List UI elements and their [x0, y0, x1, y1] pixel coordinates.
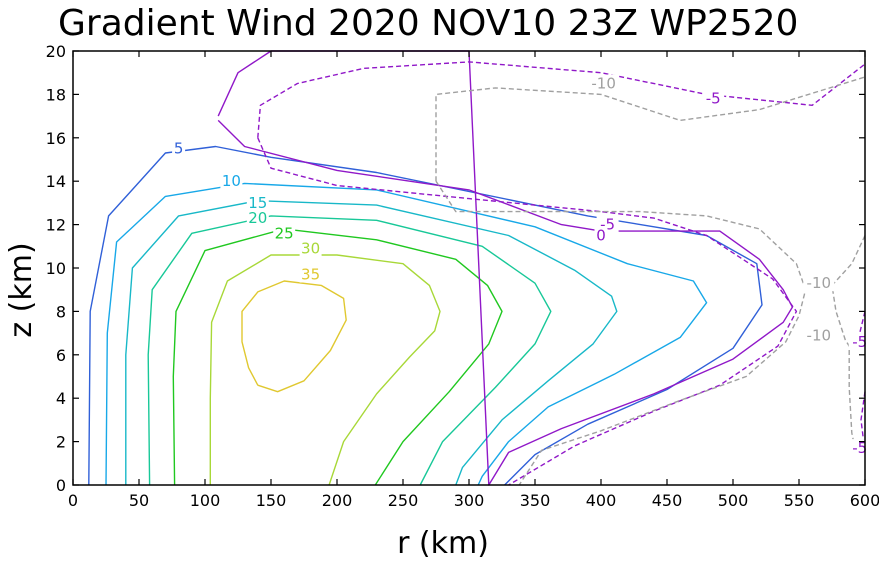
contour-line-neg5-8: [257, 61, 866, 138]
contour-label-text: 35: [301, 266, 320, 284]
contour-label-text: -10: [807, 326, 832, 344]
contour-label-bg: [172, 139, 186, 157]
contour-label-text: -10: [807, 274, 832, 292]
contour-label-text: 30: [301, 239, 320, 257]
y-tick-label: 20: [46, 42, 66, 61]
contour-line-30-1: [209, 254, 441, 486]
axis-ticks: 0 50 100 150 200 250 300 350 400 450 500 550 6000246…: [46, 42, 879, 510]
contour-label-bg: [273, 224, 296, 242]
y-tick-label: 12: [46, 216, 66, 235]
x-tick-label: 150: [256, 491, 287, 510]
y-tick-label: 18: [46, 85, 66, 104]
x-tick-label: 200: [322, 491, 353, 510]
contour-label-text: 15: [248, 194, 267, 212]
x-tick-label: 300: [454, 491, 485, 510]
contour-label-bg: [246, 193, 269, 211]
contour-line-10-5: [105, 182, 708, 486]
x-tick-label: 550: [784, 491, 815, 510]
y-tick-label: 2: [56, 433, 66, 452]
y-axis-label: z (km): [4, 242, 39, 337]
contour-label-text: -10: [591, 75, 616, 93]
y-tick-label: 6: [56, 346, 66, 365]
contour-label-bg: [803, 326, 835, 344]
contour-label-1: 10: [220, 172, 243, 190]
contour-line-25-2: [172, 228, 503, 486]
contour-line-neg5-9: [257, 137, 798, 486]
x-tick-label: 400: [586, 491, 617, 510]
contour-label-7: -10: [588, 74, 620, 93]
y-tick-label: 10: [46, 259, 66, 278]
contour-label-text: 10: [222, 172, 241, 190]
contour-label-12: -10: [803, 326, 835, 344]
x-tick-label: 500: [718, 491, 749, 510]
contour-line-5-6: [88, 145, 763, 486]
y-tick-label: 0: [56, 476, 66, 495]
contour-label-5: 30: [299, 239, 322, 257]
contour-label-11: -10: [803, 274, 835, 292]
x-axis-label: r (km): [397, 526, 489, 561]
contour-label-bg: [702, 89, 725, 107]
contour-label-text: 0: [596, 226, 606, 244]
contour-label-bg: [299, 239, 322, 257]
contour-label-text: 20: [248, 209, 267, 227]
x-tick-label: 450: [652, 491, 683, 510]
chart-title: Gradient Wind 2020 NOV10 23Z WP2520: [58, 3, 798, 44]
contour-line-neg10-10: [435, 76, 866, 182]
contour-line-neg10-11: [435, 180, 807, 486]
contour-label-text: -5: [852, 439, 867, 457]
contour-label-text: -5: [852, 333, 867, 351]
contour-label-4: 25: [273, 224, 296, 242]
contour-lines: [88, 50, 866, 486]
contour-line-35-0: [241, 280, 347, 393]
contour-label-6: 35: [299, 265, 322, 284]
x-tick-label: 50: [129, 491, 149, 510]
contour-label-bg: [246, 209, 269, 227]
y-tick-label: 4: [56, 389, 66, 408]
x-tick-label: 100: [190, 491, 221, 510]
y-tick-label: 16: [46, 129, 66, 148]
contour-label-13: -5: [848, 332, 871, 351]
x-tick-label: 350: [520, 491, 551, 510]
contour-line-neg10-12: [831, 235, 866, 453]
contour-line-15-4: [125, 200, 618, 486]
contour-label-3: 20: [246, 209, 269, 227]
contour-label-text: 25: [275, 224, 294, 242]
contour-label-2: 15: [246, 193, 269, 212]
contour-label-0: 5: [172, 139, 186, 158]
contour-label-text: 5: [174, 140, 184, 158]
x-tick-label: 0: [68, 491, 78, 510]
contour-line-20-3: [147, 215, 552, 486]
plot-frame: [72, 50, 866, 486]
contour-label-10: 0: [594, 226, 608, 244]
contour-label-bg: [594, 226, 608, 244]
contour-label-bg: [220, 172, 243, 190]
y-tick-label: 14: [46, 172, 66, 191]
x-tick-label: 250: [388, 491, 419, 510]
contour-label-8: -5: [702, 89, 725, 108]
contour-label-bg: [588, 74, 620, 92]
x-tick-label: 600: [850, 491, 879, 510]
contour-label-text: -5: [706, 90, 721, 108]
y-tick-label: 8: [56, 302, 66, 321]
contour-label-bg: [803, 274, 835, 292]
contour-label-bg: [299, 265, 322, 283]
